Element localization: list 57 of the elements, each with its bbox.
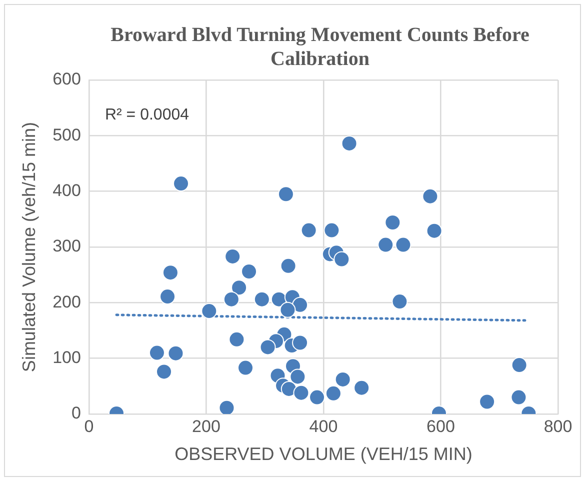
point	[162, 264, 178, 281]
y-tick-label: 600	[52, 70, 81, 89]
point	[280, 302, 296, 318]
point	[156, 364, 172, 380]
y-tick-label: 0	[71, 404, 81, 423]
point	[309, 389, 326, 406]
x-tick-label: 600	[426, 416, 455, 436]
x-axis-title: OBSERVED VOLUME (VEH/15 MIN)	[174, 444, 472, 464]
point	[378, 236, 394, 253]
point	[290, 368, 306, 385]
point	[254, 291, 270, 308]
point	[228, 331, 245, 348]
y-tick-label: 400	[52, 181, 81, 200]
y-axis-title: Simulated Volume (veh/15 min)	[18, 122, 39, 372]
x-tick-label: 400	[309, 416, 338, 436]
point	[173, 176, 190, 192]
point	[479, 394, 496, 410]
point	[278, 186, 294, 202]
point	[231, 280, 248, 296]
x-tick-label: 0	[84, 416, 94, 436]
point	[300, 222, 317, 238]
point	[510, 389, 527, 406]
point	[224, 248, 241, 264]
point	[238, 360, 254, 376]
point	[334, 251, 350, 268]
chart-title: Broward Blvd Turning Movement Counts Before Calibration	[110, 23, 530, 71]
point	[334, 371, 351, 388]
point	[341, 135, 358, 152]
point	[426, 222, 442, 239]
annotation: R² = 0.0004	[104, 106, 190, 124]
point	[324, 222, 340, 238]
point	[395, 236, 412, 253]
point	[422, 188, 438, 204]
point	[280, 380, 297, 397]
point	[241, 263, 258, 280]
y-tick-label: 300	[52, 236, 81, 256]
point	[148, 344, 165, 361]
x-tick-label: 800	[544, 416, 572, 436]
point	[292, 334, 308, 351]
point	[325, 385, 342, 402]
point	[384, 214, 401, 231]
y-tick-label: 200	[52, 292, 81, 312]
y-tick-label: 100	[52, 348, 81, 368]
point	[223, 291, 240, 308]
point	[168, 345, 184, 362]
point	[201, 303, 218, 320]
y-tick-label: 500	[52, 125, 81, 144]
point	[292, 296, 308, 313]
point	[392, 294, 408, 310]
point	[293, 384, 310, 401]
x-tick-label: 200	[192, 416, 220, 436]
point	[511, 357, 528, 374]
point	[280, 258, 296, 274]
point	[354, 380, 370, 396]
point	[160, 288, 176, 305]
point	[260, 339, 276, 356]
point	[218, 400, 235, 414]
